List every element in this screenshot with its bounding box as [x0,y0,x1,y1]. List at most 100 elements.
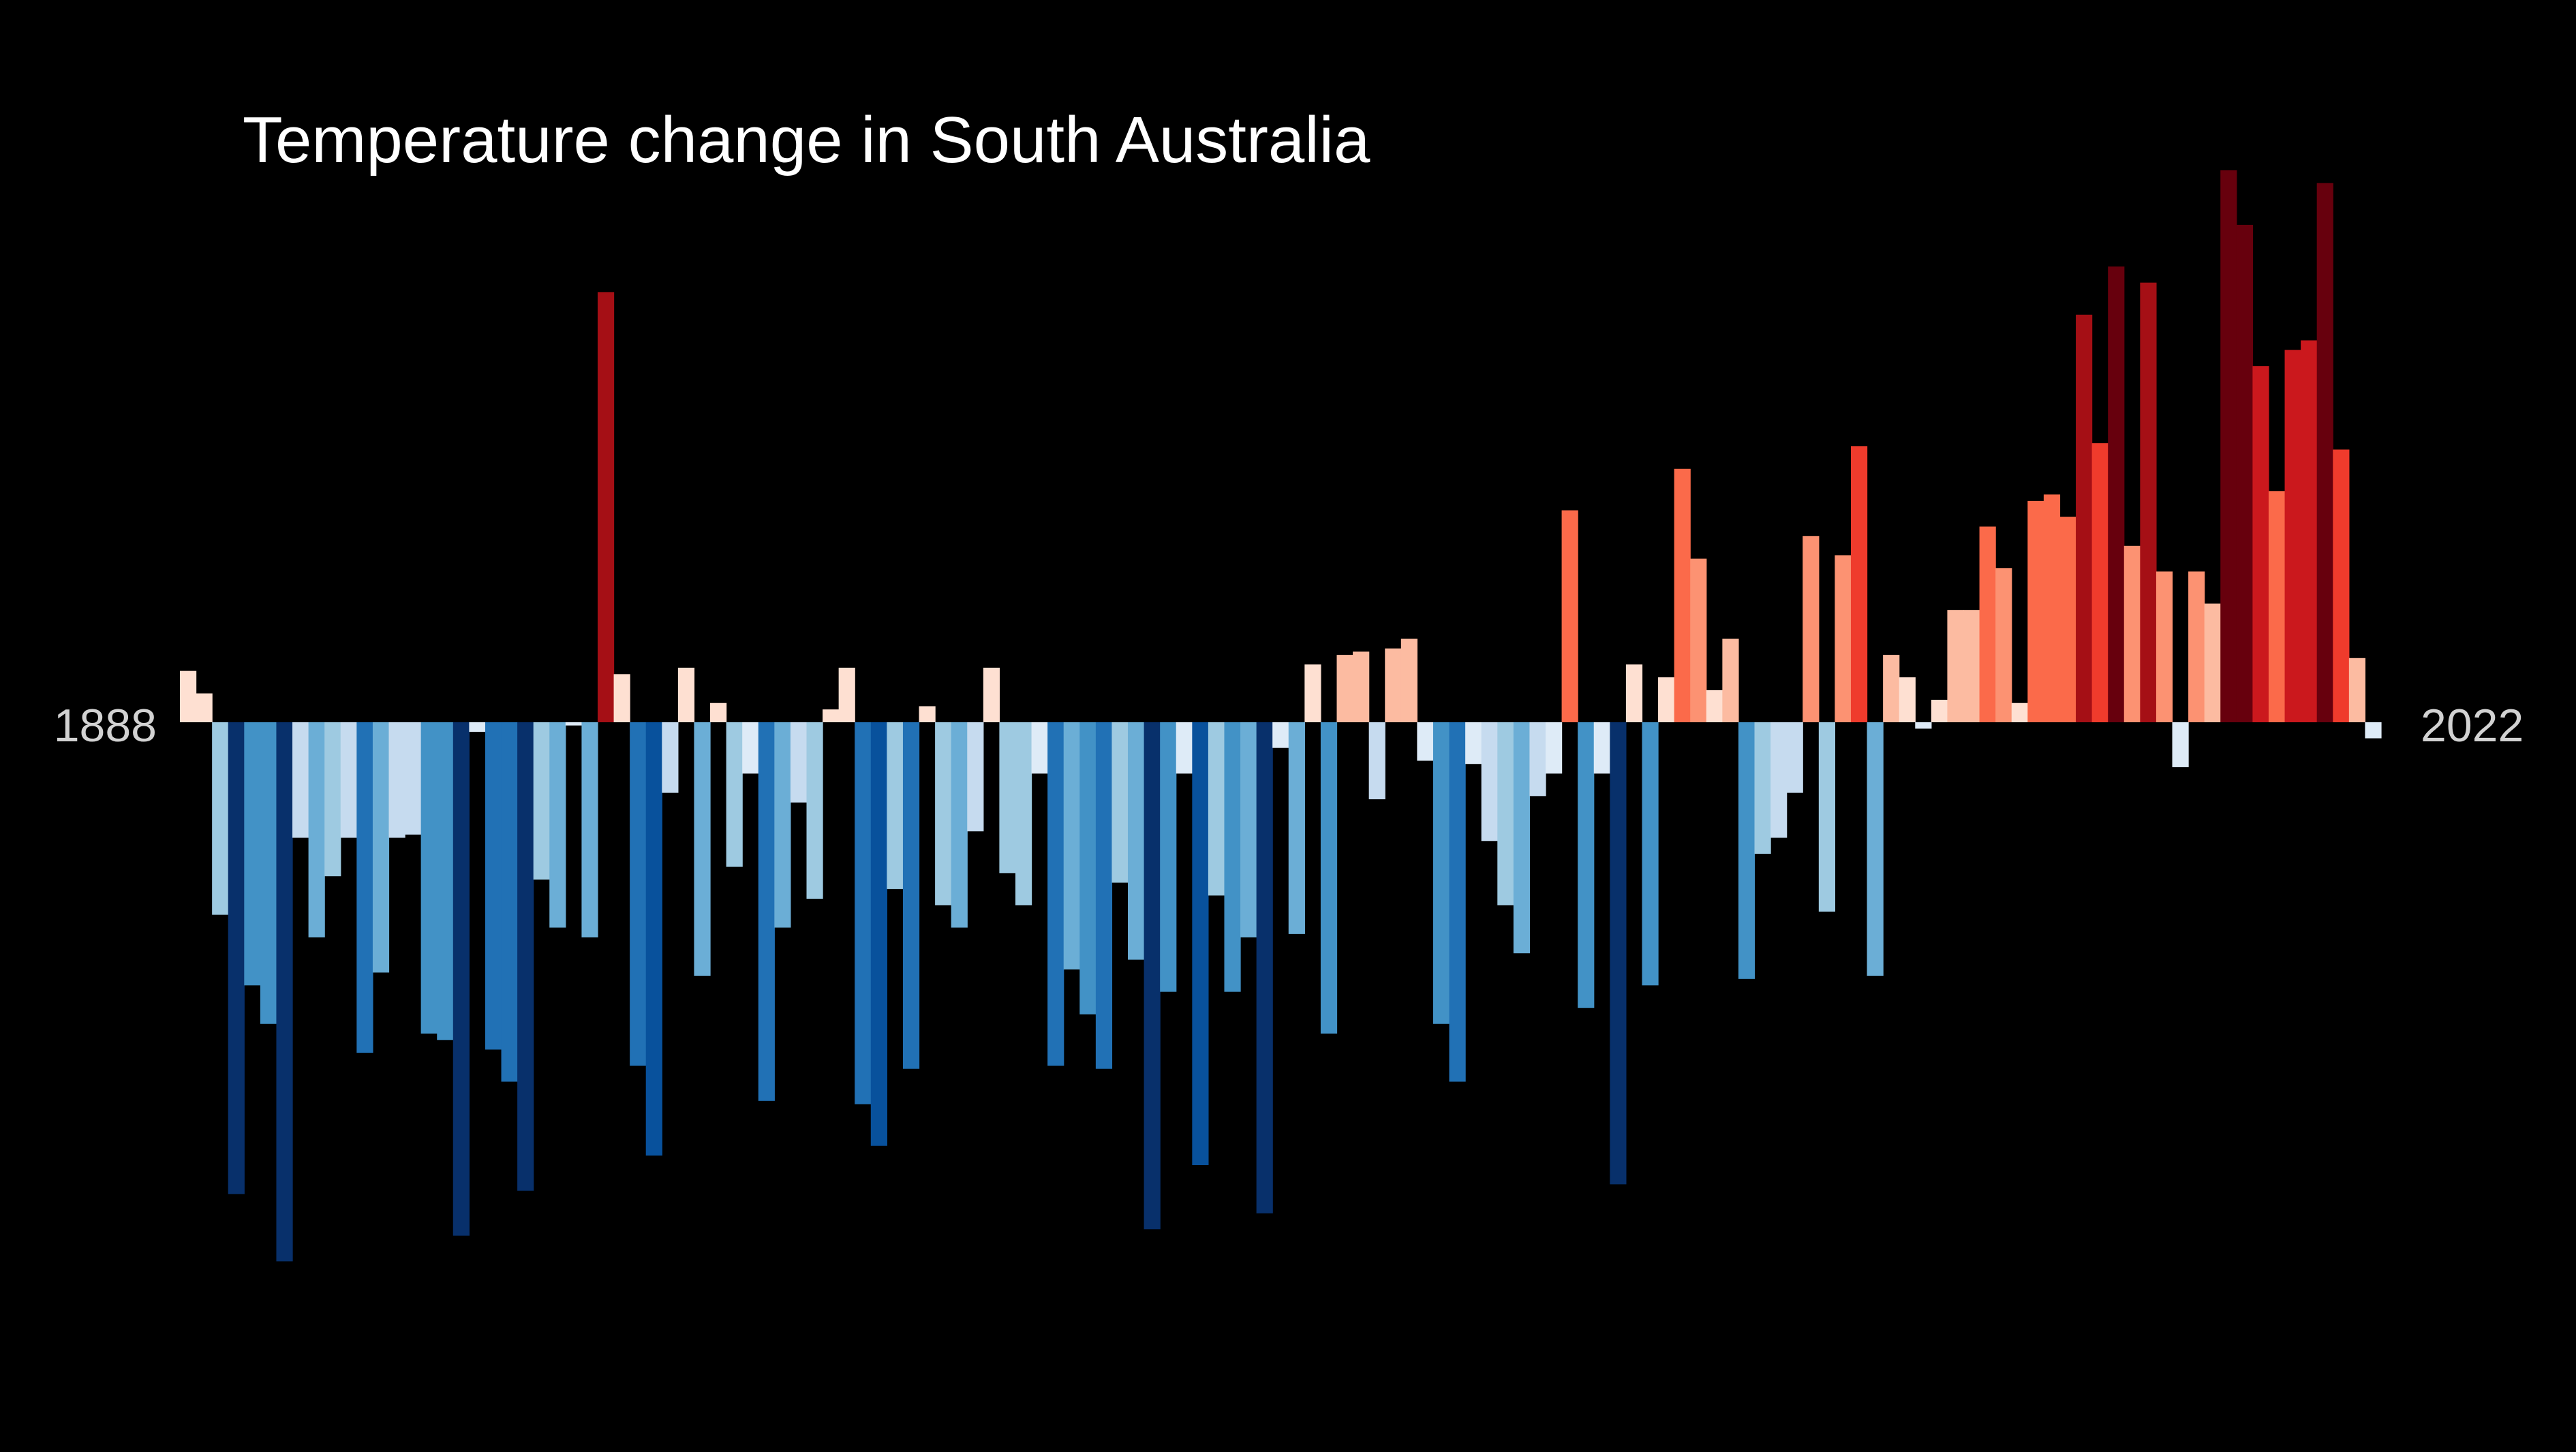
bar-1892 [244,722,261,986]
bar-1895 [292,722,309,838]
bar-2017 [2252,366,2269,722]
bar-1900 [372,722,390,973]
bar-1931 [870,722,887,1146]
bar-1970 [1497,722,1514,906]
bar-2000 [1979,526,1996,722]
bar-1943 [1063,722,1080,970]
bar-1960 [1336,655,1353,722]
bar-1888 [180,670,197,722]
bar-1956 [1272,722,1289,748]
bar-1964 [1400,638,1417,722]
bar-1979 [1642,722,1659,986]
bar-1894 [276,722,293,1262]
bar-2015 [2220,170,2237,722]
bar-1999 [1963,610,1980,722]
chart-title: Temperature change in South Australia [243,104,1370,176]
bar-1967 [1449,722,1466,1082]
bar-2018 [2268,491,2286,722]
bar-1990 [1818,722,1835,912]
bar-1978 [1625,664,1643,722]
bar-1953 [1224,722,1241,992]
bar-1921 [710,702,727,722]
bar-1945 [1095,722,1113,1069]
bar-2008 [2108,266,2125,722]
bar-1913 [581,722,598,938]
bar-2002 [2011,702,2028,722]
bar-1947 [1128,722,1145,960]
bar-1985 [1738,722,1755,979]
bar-1962 [1368,722,1385,800]
bar-1890 [212,722,229,915]
bar-1926 [790,722,808,803]
bar-1909 [517,722,534,1191]
bar-1988 [1786,722,1803,793]
bar-1976 [1593,722,1610,774]
bar-1994 [1883,655,1900,722]
bar-1989 [1803,536,1820,722]
bar-1893 [260,722,277,1024]
bar-2001 [1995,568,2012,722]
bar-1995 [1899,677,1916,722]
bar-1918 [662,722,679,793]
bar-1950 [1176,722,1193,774]
bar-2007 [2091,443,2109,722]
bar-1903 [420,722,438,1034]
bar-1951 [1192,722,1209,1165]
bar-1992 [1850,446,1868,722]
bar-1937 [967,722,984,832]
bar-1942 [1047,722,1064,1066]
bar-1935 [935,722,952,906]
bar-1933 [902,722,920,1069]
bar-1929 [838,667,855,722]
bar-2005 [2059,516,2076,722]
bar-1923 [742,722,759,774]
bar-2016 [2236,224,2253,722]
bar-1915 [613,674,630,722]
bar-1981 [1674,468,1691,722]
bar-1902 [405,722,422,835]
bar-1932 [887,722,904,889]
bar-1901 [388,722,405,838]
bar-2020 [2301,340,2318,722]
end-year-label: 2022 [2421,700,2524,752]
bar-2010 [2140,282,2157,723]
bar-1906 [469,722,486,732]
start-year-label: 1888 [54,700,157,752]
bar-1997 [1931,700,1948,722]
bar-1969 [1481,722,1498,841]
bar-1908 [501,722,518,1082]
bar-1983 [1706,690,1723,722]
bars-group [180,170,2382,1262]
bar-1898 [340,722,357,838]
bar-1930 [855,722,872,1105]
bar-1907 [485,722,502,1050]
bar-1973 [1546,722,1563,774]
bar-1987 [1770,722,1788,838]
bar-1957 [1288,722,1305,934]
bar-2022 [2333,449,2350,722]
bar-1977 [1610,722,1627,1185]
bar-2009 [2123,545,2141,722]
bar-1968 [1465,722,1482,764]
bar-1910 [533,722,550,880]
bar-1946 [1111,722,1129,883]
bar-1939 [999,722,1016,874]
bar-1949 [1160,722,1177,992]
bar-1986 [1754,722,1771,854]
bar-1896 [308,722,325,938]
bar-1996 [1915,722,1932,729]
bar-1905 [453,722,470,1236]
bar-1948 [1144,722,1161,1230]
bar-1991 [1835,555,1852,722]
bar-1891 [228,722,245,1194]
bar-1972 [1529,722,1546,797]
bar-1920 [694,722,711,976]
bar-1914 [597,292,615,722]
bar-1984 [1722,638,1739,722]
bar-1938 [983,667,1000,722]
bar-1934 [919,706,936,722]
bar-1904 [437,722,454,1040]
bar-1998 [1947,610,1964,722]
